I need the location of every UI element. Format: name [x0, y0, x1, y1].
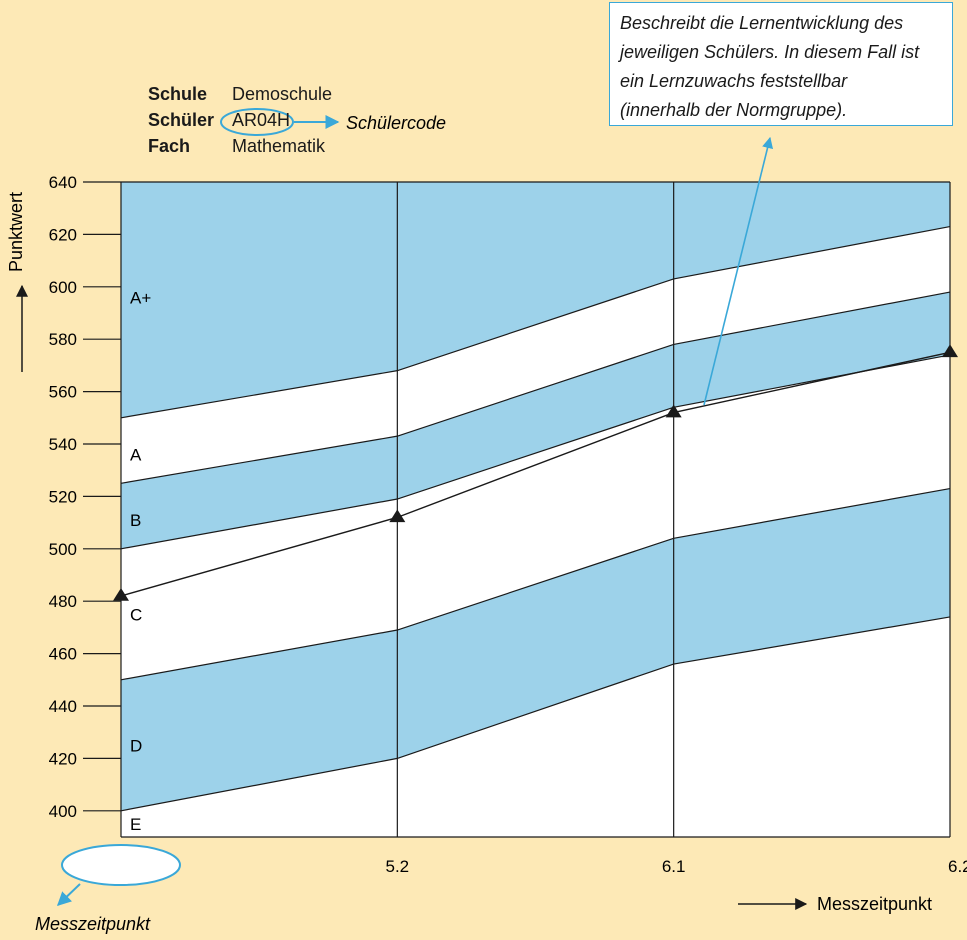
callout-box: Beschreibt die Lernentwicklung des jewei… — [609, 2, 953, 126]
band-boundary — [120, 225, 951, 419]
series-line — [120, 351, 951, 597]
x-tick-label: 6.1 — [662, 857, 686, 876]
y-tick-label: 440 — [49, 697, 77, 716]
y-tick-label: 620 — [49, 225, 77, 244]
y-tick-label: 420 — [49, 749, 77, 768]
y-tick-label: 540 — [49, 435, 77, 454]
norm-band — [121, 488, 950, 811]
norm-band — [121, 354, 950, 680]
y-tick-label: 600 — [49, 278, 77, 297]
series-point — [389, 509, 406, 523]
callout-line: Beschreibt die Lernentwicklung des — [620, 13, 904, 33]
y-tick-label: 460 — [49, 645, 77, 664]
series-point — [942, 344, 958, 358]
y-tick-label: 400 — [49, 802, 77, 821]
norm-band — [121, 292, 950, 549]
y-tick-label: 520 — [49, 487, 77, 506]
y-tick-label: 500 — [49, 540, 77, 559]
x-note-arrow — [56, 883, 81, 906]
band-label: A+ — [130, 288, 151, 307]
subject-label: Fach — [148, 136, 191, 156]
school-value: Demoschule — [232, 84, 333, 104]
y-tick-label: 580 — [49, 330, 77, 349]
y-tick-label: 480 — [49, 592, 77, 611]
student-value: AR04H — [232, 110, 291, 130]
band-label: E — [130, 815, 141, 834]
student-label: Schüler — [148, 110, 215, 130]
band-label: C — [130, 605, 142, 624]
norm-band — [121, 226, 950, 484]
x-tick-label: 6.2 — [948, 857, 967, 876]
callout-line: jeweiligen Schülers. In diesem Fall ist — [620, 42, 920, 62]
school-label: Schule — [148, 84, 208, 104]
band-boundary — [120, 616, 951, 812]
band-label: D — [130, 736, 142, 755]
callout-line: (innerhalb der Normgruppe). — [620, 100, 848, 120]
subject-value: Mathematik — [232, 136, 326, 156]
norm-band — [121, 182, 950, 418]
band-label: B — [130, 511, 141, 530]
series-point — [665, 404, 682, 418]
callout-line: ein Lernzuwachs feststellbar — [620, 71, 848, 91]
band-boundary — [120, 487, 951, 681]
callout-pointer — [703, 136, 774, 406]
student-code-highlight — [220, 108, 294, 136]
y-axis-title: Punktwert — [6, 192, 26, 272]
student-code-note: Schülercode — [346, 113, 446, 133]
series-point — [113, 587, 129, 601]
norm-band — [121, 616, 950, 837]
band-boundary — [120, 291, 951, 484]
x-first-point-highlight — [61, 844, 181, 886]
band-boundary — [120, 354, 951, 550]
y-tick-label: 640 — [49, 173, 77, 192]
x-tick-label: 5.2 — [386, 857, 410, 876]
x-axis-title: Messzeitpunkt — [817, 894, 932, 914]
y-tick-label: 560 — [49, 383, 77, 402]
band-label: A — [130, 445, 142, 464]
x-note: Messzeitpunkt — [35, 914, 151, 934]
